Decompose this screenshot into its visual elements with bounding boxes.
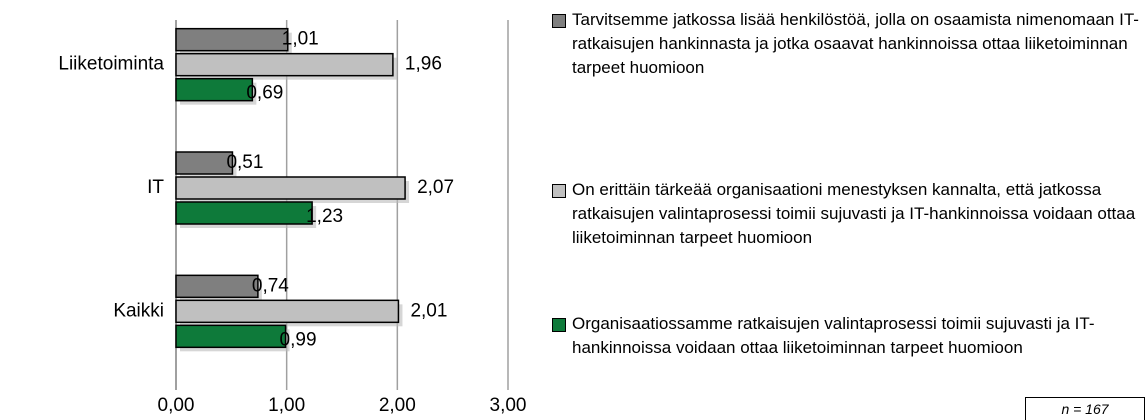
legend-swatch <box>552 184 566 198</box>
y-tick-label: Kaikki <box>113 300 164 321</box>
value-label: 1,01 <box>282 29 319 50</box>
bar <box>175 52 394 77</box>
value-label: 2,07 <box>417 177 454 198</box>
value-label: 1,96 <box>405 54 442 75</box>
x-tick-label: 3,00 <box>490 395 527 416</box>
legend-entry: Organisaatiossamme ratkaisujen valintapr… <box>550 312 1147 360</box>
legend-swatch <box>552 14 566 28</box>
legend-entry: On erittäin tärkeää organisaationi menes… <box>550 178 1147 250</box>
x-tick-label: 2,00 <box>379 395 416 416</box>
bar <box>175 27 289 52</box>
value-label: 1,23 <box>306 206 343 227</box>
bar <box>175 274 259 299</box>
y-tick-label: Liiketoiminta <box>58 54 164 75</box>
note: n = 167 <box>1025 397 1145 420</box>
bar <box>175 324 287 349</box>
bar <box>175 151 234 175</box>
legend-label: On erittäin tärkeää organisaationi menes… <box>572 180 1136 247</box>
value-label: 0,99 <box>280 329 317 350</box>
value-label: 2,01 <box>410 300 447 321</box>
legend-label: Organisaatiossamme ratkaisujen valintapr… <box>572 314 1095 357</box>
y-tick-label: IT <box>147 177 164 198</box>
bar <box>175 77 254 102</box>
x-tick-label: 0,00 <box>158 395 195 416</box>
value-label: 0,51 <box>226 152 263 173</box>
legend-swatch <box>552 318 566 332</box>
value-label: 0,74 <box>252 275 289 296</box>
bar <box>175 201 313 225</box>
bar <box>175 299 400 324</box>
legend-label: Tarvitsemme jatkossa lisää henkilöstöä, … <box>572 10 1139 77</box>
x-tick-label: 1,00 <box>268 395 305 416</box>
legend-entry: Tarvitsemme jatkossa lisää henkilöstöä, … <box>550 8 1147 80</box>
chart: 0,00 1,00 2,00 3,00 Liiketoiminta 1,01 1,96 0,6… <box>58 20 527 416</box>
value-label: 0,69 <box>246 83 283 104</box>
bar <box>175 176 406 200</box>
